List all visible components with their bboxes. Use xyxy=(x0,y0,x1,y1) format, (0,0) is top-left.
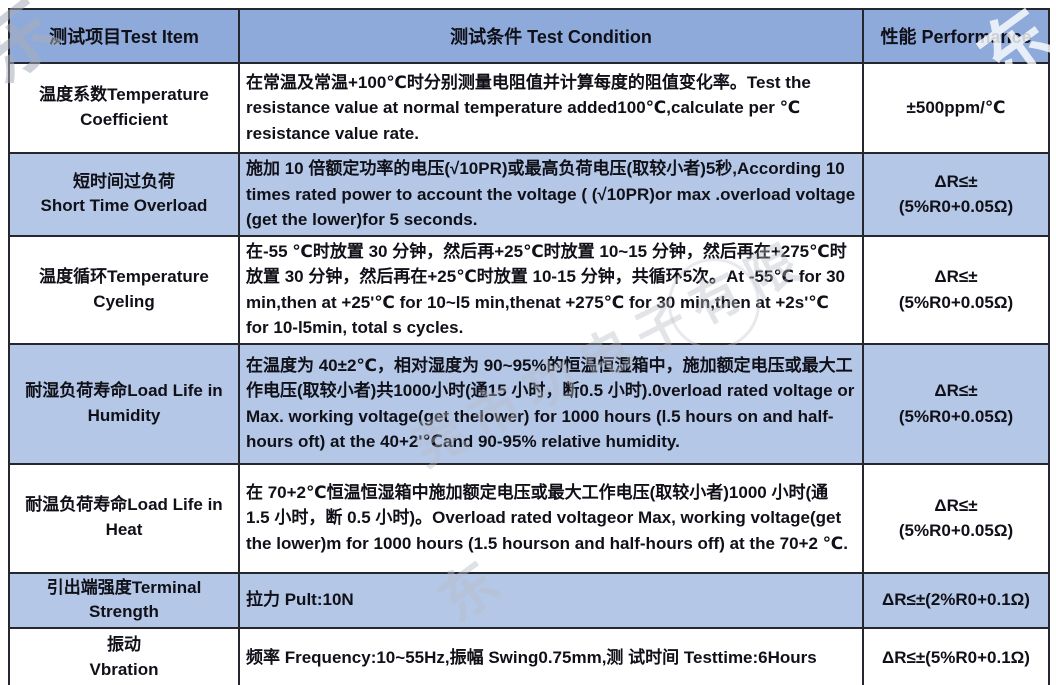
table-row: 振动 Vbration 频率 Frequency:10~55Hz,振幅 Swin… xyxy=(8,626,1050,685)
test-spec-table: 测试项目Test Item 测试条件 Test Condition 性能 Per… xyxy=(8,8,1050,685)
performance-cell: ΔR≤±(5%R0+0.1Ω) xyxy=(862,626,1050,685)
performance-cell: ΔR≤± (5%R0+0.05Ω) xyxy=(862,152,1050,237)
condition-cell: 在常温及常温+100℃时分别测量电阻值并计算每度的阻值变化率。Test the … xyxy=(238,62,864,154)
item-cell: 振动 Vbration xyxy=(8,626,240,685)
performance-cell: ΔR≤± (5%R0+0.05Ω) xyxy=(862,234,1050,345)
condition-cell: 在 70+2℃恒温恒湿箱中施加额定电压或最大工作电压(取较小者)1000 小时(… xyxy=(238,462,864,574)
table-row: 引出端强度Terminal Strength 拉力 Pult:10N ΔR≤±(… xyxy=(8,571,1050,629)
item-cell: 温度系数Temperature Coefficient xyxy=(8,62,240,154)
performance-cell: ΔR≤± (5%R0+0.05Ω) xyxy=(862,462,1050,574)
condition-cell: 在-55 ℃时放置 30 分钟，然后再+25℃时放置 10~15 分钟，然后再在… xyxy=(238,234,864,345)
table-row: 耐温负荷寿命Load Life in Heat 在 70+2℃恒温恒湿箱中施加额… xyxy=(8,462,1050,574)
header-cell-performance: 性能 Performance xyxy=(862,8,1050,64)
item-cell: 短时间过负荷 Short Time Overload xyxy=(8,152,240,237)
table-row: 温度循环Temperature Cyeling 在-55 ℃时放置 30 分钟，… xyxy=(8,234,1050,345)
item-cell: 引出端强度Terminal Strength xyxy=(8,571,240,629)
item-cell: 耐温负荷寿命Load Life in Heat xyxy=(8,462,240,574)
item-cell: 耐湿负荷寿命Load Life in Humidity xyxy=(8,342,240,465)
header-cell-test-condition: 测试条件 Test Condition xyxy=(238,8,864,64)
condition-cell: 频率 Frequency:10~55Hz,振幅 Swing0.75mm,测 试时… xyxy=(238,626,864,685)
performance-cell: ±500ppm/℃ xyxy=(862,62,1050,154)
condition-cell: 施加 10 倍额定功率的电压(√10PR)或最高负荷电压(取较小者)5秒,Acc… xyxy=(238,152,864,237)
condition-cell: 在温度为 40±2℃，相对湿度为 90~95%的恒温恒湿箱中，施加额定电压或最大… xyxy=(238,342,864,465)
performance-cell: ΔR≤± (5%R0+0.05Ω) xyxy=(862,342,1050,465)
header-cell-test-item: 测试项目Test Item xyxy=(8,8,240,64)
performance-cell: ΔR≤±(2%R0+0.1Ω) xyxy=(862,571,1050,629)
table-row: 耐湿负荷寿命Load Life in Humidity 在温度为 40±2℃，相… xyxy=(8,342,1050,465)
condition-cell: 拉力 Pult:10N xyxy=(238,571,864,629)
item-cell: 温度循环Temperature Cyeling xyxy=(8,234,240,345)
table-row: 温度系数Temperature Coefficient 在常温及常温+100℃时… xyxy=(8,62,1050,154)
table-row: 短时间过负荷 Short Time Overload 施加 10 倍额定功率的电… xyxy=(8,152,1050,237)
header-row: 测试项目Test Item 测试条件 Test Condition 性能 Per… xyxy=(8,8,1050,64)
